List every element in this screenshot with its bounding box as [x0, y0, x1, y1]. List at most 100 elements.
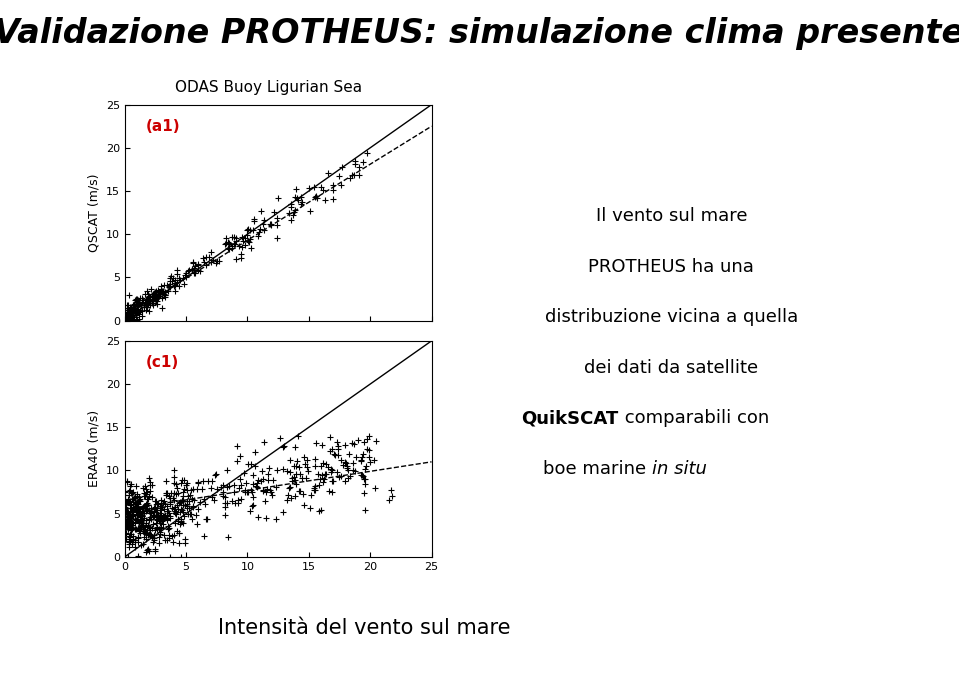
- Point: [121, 315, 136, 326]
- Point: [246, 478, 261, 489]
- Point: [264, 487, 279, 497]
- Point: [234, 242, 249, 252]
- Point: [160, 534, 175, 545]
- Point: [120, 307, 135, 318]
- Point: [315, 470, 330, 481]
- Point: [348, 452, 363, 462]
- Point: [139, 299, 154, 310]
- Point: [228, 233, 244, 244]
- Point: [332, 471, 347, 482]
- Point: [124, 521, 139, 532]
- Point: [161, 522, 176, 533]
- Point: [123, 306, 138, 317]
- Point: [162, 512, 177, 523]
- Point: [157, 286, 173, 297]
- Point: [169, 277, 184, 288]
- Point: [156, 510, 172, 521]
- Point: [129, 497, 144, 508]
- Point: [122, 531, 137, 541]
- Point: [118, 315, 133, 326]
- Point: [314, 461, 329, 472]
- Point: [117, 489, 132, 500]
- Point: [252, 223, 268, 234]
- Point: [195, 475, 210, 486]
- Point: [127, 307, 142, 318]
- Text: Il vento sul mare: Il vento sul mare: [596, 207, 747, 225]
- Point: [119, 315, 134, 326]
- Point: [207, 470, 222, 481]
- Point: [166, 537, 181, 548]
- Point: [120, 305, 135, 316]
- Point: [150, 514, 165, 524]
- Point: [132, 521, 148, 532]
- Point: [179, 499, 195, 510]
- Point: [130, 522, 146, 533]
- Point: [342, 470, 358, 481]
- Point: [175, 273, 191, 284]
- Point: [133, 299, 149, 310]
- Point: [140, 519, 155, 530]
- Point: [148, 290, 163, 300]
- Point: [121, 307, 136, 318]
- Point: [138, 501, 153, 512]
- Point: [120, 524, 135, 535]
- Point: [308, 192, 323, 202]
- Point: [122, 542, 137, 553]
- Point: [138, 294, 153, 305]
- Point: [186, 265, 201, 275]
- Point: [134, 510, 150, 520]
- Point: [121, 524, 136, 535]
- Point: [241, 487, 256, 497]
- Point: [124, 524, 139, 535]
- Point: [119, 475, 134, 486]
- Point: [125, 302, 140, 313]
- Point: [325, 184, 340, 195]
- Point: [269, 482, 284, 493]
- Point: [190, 259, 205, 270]
- Point: [126, 306, 141, 317]
- Point: [118, 503, 133, 514]
- Point: [153, 512, 169, 523]
- Point: [152, 508, 167, 518]
- Point: [131, 494, 147, 505]
- Point: [152, 537, 167, 548]
- Point: [220, 497, 235, 508]
- Point: [133, 539, 149, 550]
- Point: [144, 513, 159, 524]
- Point: [141, 521, 156, 532]
- Point: [122, 511, 137, 522]
- Point: [120, 496, 135, 507]
- Point: [342, 172, 358, 183]
- Point: [203, 246, 219, 257]
- Point: [181, 496, 197, 507]
- Point: [219, 233, 234, 244]
- Point: [175, 496, 190, 507]
- Point: [255, 218, 270, 229]
- Point: [148, 292, 163, 303]
- Point: [198, 252, 213, 263]
- Point: [118, 493, 133, 504]
- Point: [150, 510, 165, 521]
- Point: [345, 458, 361, 468]
- Point: [168, 508, 183, 519]
- Point: [120, 514, 135, 525]
- Point: [147, 291, 162, 302]
- Text: (c1): (c1): [146, 355, 179, 370]
- Point: [282, 454, 297, 465]
- Point: [167, 530, 182, 541]
- Point: [137, 491, 152, 502]
- Point: [126, 306, 141, 317]
- Point: [129, 296, 145, 307]
- Point: [151, 523, 166, 534]
- Point: [141, 494, 156, 505]
- Point: [228, 254, 244, 265]
- Point: [368, 435, 384, 446]
- Point: [117, 528, 132, 539]
- Point: [269, 464, 285, 475]
- Point: [127, 541, 142, 552]
- Point: [165, 502, 180, 513]
- Point: [149, 510, 164, 520]
- Point: [126, 535, 141, 545]
- Point: [191, 260, 206, 271]
- Point: [182, 509, 198, 520]
